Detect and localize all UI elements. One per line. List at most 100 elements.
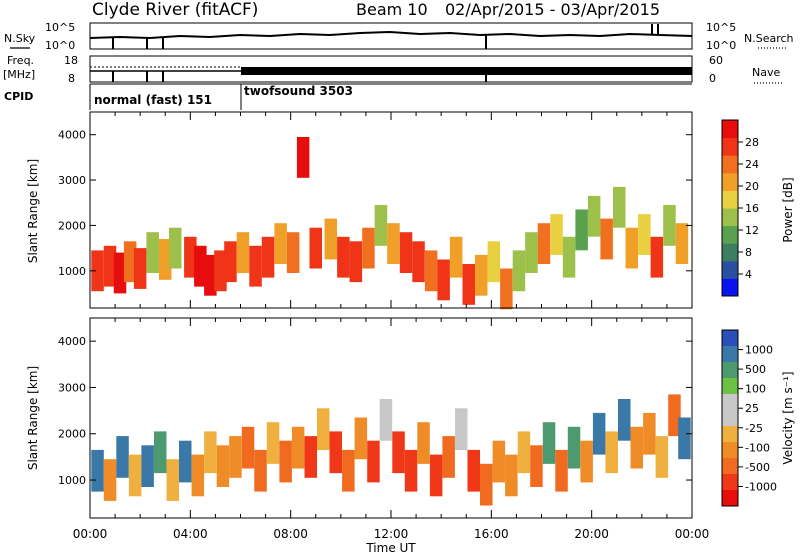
velocity-cell-6 xyxy=(166,459,179,501)
power-colorbar-swatch-8 xyxy=(722,137,738,156)
velocity-colorbar-swatch-6 xyxy=(722,426,738,443)
power-ytick-label-2: 3000 xyxy=(58,174,86,187)
power-cell-8 xyxy=(184,236,197,278)
power-cell-47 xyxy=(663,205,676,246)
time-tick-label-1: 04:00 xyxy=(173,527,208,541)
velocity-colorbar-swatch-10 xyxy=(722,490,738,507)
power-cell-28 xyxy=(424,250,438,292)
velocity-ytick-label-2: 3000 xyxy=(58,381,86,394)
power-cells xyxy=(91,137,689,310)
power-colorbar-swatch-3 xyxy=(722,225,738,244)
velocity-cell-28 xyxy=(442,436,455,478)
velocity-cell-39 xyxy=(580,440,593,483)
power-cell-2 xyxy=(113,252,127,294)
power-ytick-label-1: 2000 xyxy=(58,219,86,232)
power-cell-23 xyxy=(362,227,375,269)
velocity-colorbar-swatch-3 xyxy=(722,378,738,395)
velocity-cell-17 xyxy=(304,436,317,478)
power-yticks: 1000 2000 3000 4000 xyxy=(58,129,692,278)
power-colorbar-swatch-0 xyxy=(722,278,738,297)
power-cell-10 xyxy=(204,254,217,296)
velocity-cell-9 xyxy=(204,431,217,474)
power-cell-21 xyxy=(337,236,350,278)
power-frame xyxy=(89,111,693,309)
velocity-cell-13 xyxy=(254,449,267,492)
velocity-cells xyxy=(91,394,691,506)
nsky-label: N.Sky xyxy=(4,32,36,45)
power-colorbar-swatch-2 xyxy=(722,243,738,262)
nsky-ytick-top: 10^5 xyxy=(45,21,75,34)
power-cell-20 xyxy=(324,218,337,260)
power-cell-31 xyxy=(462,264,475,305)
date-range: 02/Apr/2015 - 03/Apr/2015 xyxy=(445,0,660,19)
velocity-cell-30 xyxy=(467,449,480,492)
velocity-ytick-label-1: 2000 xyxy=(58,428,86,441)
power-cell-29 xyxy=(437,259,450,301)
power-cell-5 xyxy=(146,232,159,273)
velocity-colorbar-swatch-4 xyxy=(722,394,738,411)
power-ytick-label-0: 1000 xyxy=(58,265,86,278)
power-cell-11 xyxy=(214,250,227,292)
power-cell-24 xyxy=(374,205,388,246)
velocity-cell-10 xyxy=(216,445,230,487)
velocity-colorbar-swatch-8 xyxy=(722,458,738,475)
power-cell-27 xyxy=(412,241,425,283)
power-cell-18 xyxy=(296,137,310,178)
velocity-cell-25 xyxy=(404,449,418,492)
nsearch-ytick-top: 10^5 xyxy=(706,21,736,34)
power-cell-41 xyxy=(587,195,601,237)
velocity-cell-35 xyxy=(530,445,543,487)
velocity-ytick-label-0: 1000 xyxy=(58,474,86,487)
power-cell-9 xyxy=(194,245,207,287)
power-cell-43 xyxy=(613,186,626,228)
power-cell-0 xyxy=(91,250,104,292)
station-title: Clyde River (fitACF) xyxy=(92,0,258,20)
power-cell-30 xyxy=(449,236,463,278)
beam-label: Beam 10 xyxy=(356,0,428,19)
velocity-colorbar-swatch-5 xyxy=(722,410,738,427)
velocity-cell-41 xyxy=(605,431,618,474)
velocity-yticks: 1000 2000 3000 4000 xyxy=(58,335,692,487)
velocity-colorbar-swatch-0 xyxy=(722,330,738,347)
velocity-colorbar-swatch-1 xyxy=(722,346,738,363)
power-cell-33 xyxy=(487,241,501,283)
twofsound-band xyxy=(241,67,692,75)
power-cell-42 xyxy=(600,218,613,260)
time-tick-label-2: 08:00 xyxy=(273,527,308,541)
velocity-ylabel: Slant Range [km] xyxy=(26,366,40,470)
freq-label: Freq. xyxy=(7,54,34,67)
power-cell-44 xyxy=(625,227,638,269)
power-cell-26 xyxy=(399,232,413,273)
velocity-cell-40 xyxy=(592,412,606,455)
power-ytick-label-3: 4000 xyxy=(58,129,86,142)
velocity-colorbar-tick-label-1: 500 xyxy=(745,363,766,376)
power-cell-38 xyxy=(550,214,563,255)
power-ylabel: Slant Range [km] xyxy=(26,159,40,263)
power-xticks xyxy=(89,112,693,308)
cpid-label: CPID xyxy=(4,90,33,103)
power-cell-36 xyxy=(525,232,538,273)
velocity-xticks xyxy=(89,318,693,518)
velocity-colorbar-swatches xyxy=(722,330,738,507)
velocity-cell-18 xyxy=(317,408,330,450)
nsky-series-line xyxy=(89,30,693,40)
power-colorbar-swatch-6 xyxy=(722,172,738,191)
velocity-cell-26 xyxy=(417,422,430,464)
velocity-cell-42 xyxy=(618,399,631,441)
nave-ytick-bottom: 0 xyxy=(709,72,716,85)
power-cell-45 xyxy=(638,214,651,255)
velocity-cell-22 xyxy=(367,440,380,483)
velocity-cell-11 xyxy=(229,436,242,478)
velocity-colorbar-tick-label-6: -500 xyxy=(745,461,770,474)
velocity-colorbar-tick-label-7: -1000 xyxy=(745,480,777,493)
power-colorbar-swatch-4 xyxy=(722,208,738,227)
power-colorbar-swatch-1 xyxy=(722,260,738,279)
nsky-dropouts xyxy=(112,24,659,49)
velocity-cell-19 xyxy=(329,431,342,474)
velocity-cell-45 xyxy=(655,436,669,478)
velocity-cell-34 xyxy=(517,431,531,474)
velocity-cell-16 xyxy=(291,426,305,469)
velocity-cell-5 xyxy=(154,431,167,474)
nsky-ytick-bottom: 10^0 xyxy=(45,39,75,52)
velocity-cell-21 xyxy=(354,417,368,460)
